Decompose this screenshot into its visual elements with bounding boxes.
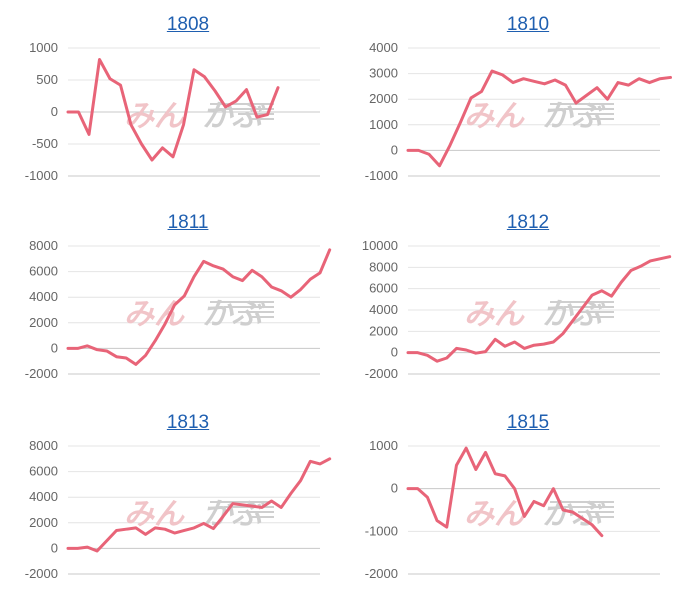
series-line xyxy=(66,248,332,366)
y-tick-label: 6000 xyxy=(369,281,398,296)
series-line xyxy=(406,446,604,538)
y-tick-label: 2000 xyxy=(29,315,58,330)
y-tick-label: -1000 xyxy=(365,523,398,538)
y-tick-label: 0 xyxy=(391,481,398,496)
y-tick-label: 0 xyxy=(391,345,398,360)
y-tick-label: 6000 xyxy=(29,464,58,479)
chart-title-link[interactable]: 1811 xyxy=(167,212,209,233)
y-tick-label: 8000 xyxy=(29,438,58,453)
watermark-text-red: みん xyxy=(464,297,525,332)
chart-title-link[interactable]: 1815 xyxy=(506,412,550,433)
y-tick-label: 1000 xyxy=(369,438,398,453)
y-tick-label: 0 xyxy=(391,142,398,157)
line-chart: 4000 3000 2000 1000 0 -1000 みん かぶ xyxy=(365,40,672,183)
y-tick-label: -2000 xyxy=(365,366,398,381)
y-tick-label: 500 xyxy=(36,72,58,87)
y-tick-label: -1000 xyxy=(25,168,58,183)
y-tick-label: 1000 xyxy=(29,40,58,55)
chart-title-link[interactable]: 1808 xyxy=(166,14,210,35)
chart-panel-1811: 1811 8000 6000 4000 2000 0 -2000 みん かぶ xyxy=(18,198,358,394)
y-tick-label: -1000 xyxy=(365,168,398,183)
y-tick-label: 0 xyxy=(51,340,58,355)
y-tick-label: 0 xyxy=(51,104,58,119)
chart-panel-1815: 1815 1000 0 -1000 -2000 みん かぶ xyxy=(358,398,698,594)
y-tick-label: 4000 xyxy=(29,289,58,304)
watermark-logo: みん かぶ xyxy=(464,297,614,332)
chart-title-link[interactable]: 1812 xyxy=(506,212,550,233)
chart-panel-1810: 1810 4000 3000 2000 1000 0 -1000 みん かぶ xyxy=(358,0,698,196)
y-tick-label: 6000 xyxy=(29,264,58,279)
series-line xyxy=(406,69,672,168)
y-tick-label: -2000 xyxy=(365,566,398,581)
y-tick-label: -2000 xyxy=(25,366,58,381)
watermark-text-red: みん xyxy=(464,99,525,134)
y-tick-label: 2000 xyxy=(369,323,398,338)
series-line xyxy=(66,457,332,553)
series-line xyxy=(406,255,672,363)
watermark-text-red: みん xyxy=(124,497,185,532)
series-line xyxy=(66,58,280,162)
y-tick-label: 10000 xyxy=(362,238,398,253)
watermark-logo: みん かぶ xyxy=(124,297,274,332)
y-tick-label: -2000 xyxy=(25,566,58,581)
y-tick-label: 3000 xyxy=(369,66,398,81)
y-tick-label: 2000 xyxy=(29,515,58,530)
y-tick-label: -500 xyxy=(32,136,58,151)
watermark-logo: みん かぶ xyxy=(464,99,614,134)
chart-title-link[interactable]: 1813 xyxy=(166,412,210,433)
y-tick-label: 2000 xyxy=(369,91,398,106)
line-chart: 10000 8000 6000 4000 2000 0 -2000 みん かぶ xyxy=(362,238,672,381)
chart-panel-1808: 1808 1000 500 0 -500 -1000 みん かぶ xyxy=(18,0,358,196)
chart-panel-1813: 1813 8000 6000 4000 2000 0 -2000 みん かぶ xyxy=(18,398,358,594)
watermark-text-red: みん xyxy=(464,497,525,532)
chart-title-link[interactable]: 1810 xyxy=(506,14,550,35)
y-tick-label: 4000 xyxy=(369,302,398,317)
y-tick-label: 4000 xyxy=(29,489,58,504)
y-tick-label: 8000 xyxy=(369,259,398,274)
y-tick-label: 8000 xyxy=(29,238,58,253)
y-tick-label: 0 xyxy=(51,540,58,555)
line-chart: 8000 6000 4000 2000 0 -2000 みん かぶ xyxy=(25,238,332,381)
y-tick-label: 4000 xyxy=(369,40,398,55)
y-tick-label: 1000 xyxy=(369,117,398,132)
chart-panel-1812: 1812 10000 8000 6000 4000 2000 0 -2000 みん かぶ xyxy=(358,198,698,394)
